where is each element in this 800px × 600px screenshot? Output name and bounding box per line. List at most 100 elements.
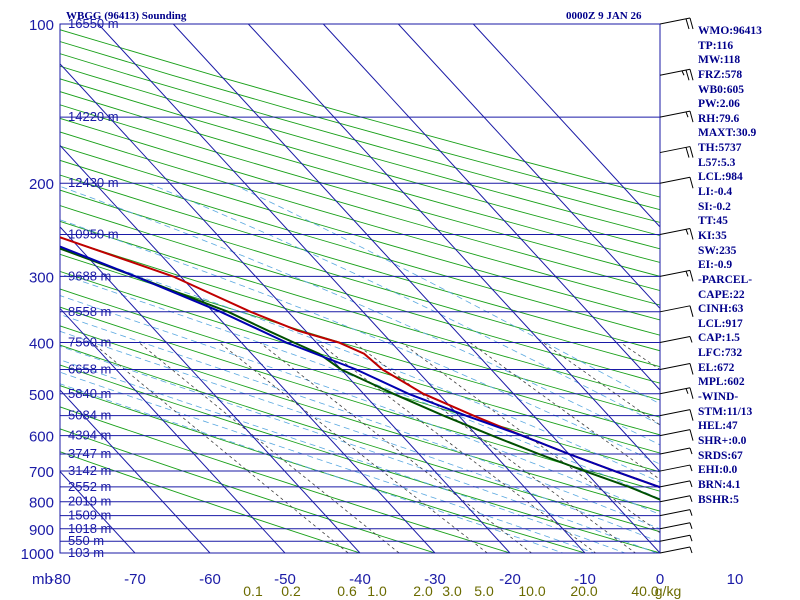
dry-adiabat xyxy=(60,306,660,492)
dry-adiabat xyxy=(60,145,660,321)
pressure-tick-label: 100 xyxy=(29,17,54,34)
index-item: TT:45 xyxy=(698,215,728,228)
index-item: PW:2.06 xyxy=(698,98,740,111)
isotherm xyxy=(97,24,586,553)
dry-adiabat xyxy=(60,253,660,436)
wind-barb xyxy=(659,228,694,240)
wind-barb xyxy=(659,522,693,530)
pressure-tick-label: 800 xyxy=(29,495,54,512)
temperature-tick-label: -40 xyxy=(349,571,371,588)
pressure-tick-label: 700 xyxy=(29,464,54,481)
mixing-ratio-label: 0.6 xyxy=(337,583,357,599)
index-item: -WIND- xyxy=(698,391,739,404)
moist-adiabat xyxy=(60,185,660,446)
isotherm xyxy=(172,24,660,553)
dry-adiabat xyxy=(60,344,660,533)
wind-barb xyxy=(659,409,694,421)
index-item: CAPE:22 xyxy=(698,288,745,301)
wind-barb xyxy=(659,68,694,81)
wind-barb xyxy=(659,464,693,472)
height-label: 103 m xyxy=(68,545,104,560)
mixing-ratio-line xyxy=(259,342,533,553)
isotherm xyxy=(397,24,660,310)
height-label: 10950 m xyxy=(68,227,119,242)
index-item: TP:116 xyxy=(698,39,734,52)
dry-adiabat xyxy=(60,189,660,368)
valid-time: 0000Z 9 JAN 26 xyxy=(566,10,642,22)
temperature-tick-label: -10 xyxy=(574,571,596,588)
dry-adiabat xyxy=(60,428,437,553)
index-item: CINH:63 xyxy=(698,303,744,316)
mixing-ratio-label: 40.0 xyxy=(631,583,658,599)
isotherm xyxy=(60,226,361,553)
skewed-isotherms xyxy=(60,24,660,553)
dry-adiabat xyxy=(60,91,660,263)
index-item: L57:5.3 xyxy=(698,156,736,169)
profile-temperature xyxy=(60,236,660,489)
index-item: WB0:605 xyxy=(698,83,744,96)
index-item: CAP:1.5 xyxy=(698,332,740,345)
wind-barb xyxy=(659,447,693,455)
moist-adiabat xyxy=(60,345,658,553)
station-title: WBGG (96413) Sounding xyxy=(66,10,187,22)
index-item: SHR+:0.0 xyxy=(698,434,747,447)
dry-adiabat xyxy=(60,174,660,352)
temperature-tick-label: -20 xyxy=(499,571,521,588)
pressure-tick-label: 400 xyxy=(29,335,54,352)
profile-dewpoint xyxy=(60,247,660,501)
index-item: MAXT:30.9 xyxy=(698,127,757,140)
mixing-ratio-line xyxy=(91,342,349,553)
wind-barb xyxy=(659,176,694,189)
wind-barb xyxy=(659,509,693,517)
moist-adiabats xyxy=(60,182,660,553)
index-item: WMO:96413 xyxy=(698,25,762,37)
wind-barb xyxy=(659,363,694,375)
index-item: SW:235 xyxy=(698,244,737,257)
temperature-tick-label: -60 xyxy=(199,571,221,588)
index-item: LCL:984 xyxy=(698,171,743,184)
height-label: 8558 m xyxy=(68,304,111,319)
wind-barbs xyxy=(659,17,694,554)
temperature-tick-label: 10 xyxy=(727,571,744,588)
pressure-tick-label: 200 xyxy=(29,176,54,193)
index-item: BSHR:5 xyxy=(698,493,739,506)
height-label: 12430 m xyxy=(68,175,119,190)
height-label: 4394 m xyxy=(68,428,111,443)
mixing-ratio-label: 3.0 xyxy=(442,583,462,599)
dry-adiabat xyxy=(60,220,660,401)
wind-barb xyxy=(659,429,694,441)
moist-adiabat xyxy=(60,359,627,553)
isotherm xyxy=(60,470,136,553)
dry-adiabat xyxy=(60,406,512,553)
wind-barb xyxy=(659,480,693,488)
dry-adiabat xyxy=(60,131,660,306)
mixing-ratio-line xyxy=(401,342,660,534)
height-label: 3142 m xyxy=(68,463,111,478)
mixing-ratio-label: 5.0 xyxy=(474,583,494,599)
height-label: 2552 m xyxy=(68,479,111,494)
plot-background xyxy=(60,24,660,553)
index-item: SRDS:67 xyxy=(698,449,743,462)
pressure-tick-label: 1000 xyxy=(21,546,54,563)
moist-adiabat xyxy=(60,273,660,500)
height-label: 7560 m xyxy=(68,334,111,349)
isotherm xyxy=(60,63,511,553)
stability-indices-panel: WMO:96413 TP:116 MW:118 FRZ:578 WB0:605 PW:2.… xyxy=(698,24,762,507)
index-item: BRN:4.1 xyxy=(698,478,741,491)
wind-barb xyxy=(659,17,694,30)
mixing-ratio-lines xyxy=(91,342,660,553)
temperature-tick-label: -70 xyxy=(124,571,146,588)
wind-barb xyxy=(659,335,693,343)
index-item: MW:118 xyxy=(698,54,741,67)
wind-barb xyxy=(659,269,694,282)
mixing-ratio-line xyxy=(138,342,400,553)
isotherm xyxy=(60,307,286,553)
mixing-ratio-label: 1.0 xyxy=(367,583,387,599)
index-item: STM:11/13 xyxy=(698,405,753,418)
pressure-temperature-grid xyxy=(59,23,661,554)
mixing-ratio-label: 0.1 xyxy=(243,583,263,599)
index-item: HEL:47 xyxy=(698,420,738,433)
moist-adiabat xyxy=(230,182,660,405)
index-item: TH:5737 xyxy=(698,142,742,155)
